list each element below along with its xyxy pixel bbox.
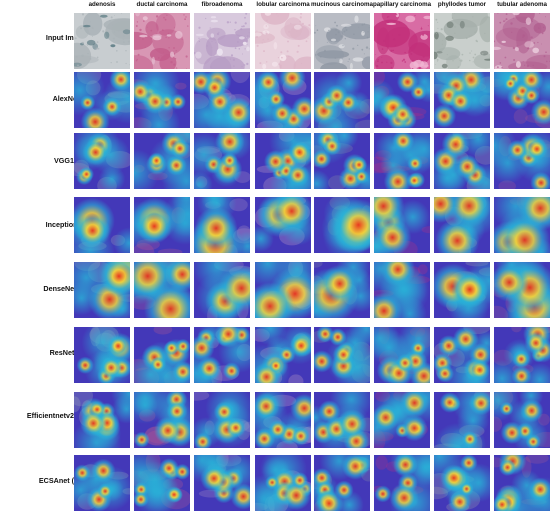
column-header-lobular-carcinoma: lobular carcinoma xyxy=(256,1,310,8)
histology-image-input-image-ductal-carcinoma xyxy=(134,13,190,69)
gradcam-heatmap-vgg16-lobular-carcinoma xyxy=(255,133,311,189)
gradcam-heatmap-alexnet-lobular-carcinoma xyxy=(255,72,311,128)
gradcam-heatmap-vgg16-mucinous-carcinoma xyxy=(314,133,370,189)
gradcam-heatmap-ecsanet-ours-fibroadenoma xyxy=(194,455,250,511)
gradcam-heatmap-densenet121-mucinous-carcinoma xyxy=(314,262,370,318)
gradcam-heatmap-inceptionv3-papillary-carcinoma xyxy=(374,197,430,253)
gradcam-heatmap-efficientnetv2-s-base-ductal-carcinoma xyxy=(134,392,190,448)
gradcam-heatmap-densenet121-tubular-adenoma xyxy=(494,262,550,318)
column-header-adenosis: adenosis xyxy=(88,1,116,8)
gradcam-heatmap-resnet50-adenosis xyxy=(74,327,130,383)
gradcam-heatmap-vgg16-tubular-adenoma xyxy=(494,133,550,189)
gradcam-heatmap-alexnet-tubular-adenoma xyxy=(494,72,550,128)
row-label-vgg16: VGG16 xyxy=(54,156,78,165)
column-header-mucinous-carcinoma: mucinous carcinoma xyxy=(311,1,373,8)
gradcam-heatmap-vgg16-fibroadenoma xyxy=(194,133,250,189)
gradcam-heatmap-resnet50-phyllodes-tumor xyxy=(434,327,490,383)
row-label-resnet50: ResNet50 xyxy=(49,348,83,357)
column-header-tubular-adenoma: tubular adenoma xyxy=(497,1,547,8)
gradcam-heatmap-efficientnetv2-s-base-lobular-carcinoma xyxy=(255,392,311,448)
gradcam-heatmap-vgg16-papillary-carcinoma xyxy=(374,133,430,189)
gradcam-heatmap-ecsanet-ours-papillary-carcinoma xyxy=(374,455,430,511)
histology-image-input-image-lobular-carcinoma xyxy=(255,13,311,69)
gradcam-heatmap-ecsanet-ours-lobular-carcinoma xyxy=(255,455,311,511)
gradcam-heatmap-efficientnetv2-s-base-fibroadenoma xyxy=(194,392,250,448)
row-label-input-image: Input Image xyxy=(45,33,87,42)
gradcam-heatmap-resnet50-papillary-carcinoma xyxy=(374,327,430,383)
histology-image-input-image-mucinous-carcinoma xyxy=(314,13,370,69)
gradcam-heatmap-vgg16-phyllodes-tumor xyxy=(434,133,490,189)
gradcam-heatmap-ecsanet-ours-phyllodes-tumor xyxy=(434,455,490,511)
gradcam-heatmap-densenet121-phyllodes-tumor xyxy=(434,262,490,318)
histology-image-input-image-papillary-carcinoma xyxy=(374,13,430,69)
row-label-alexnet: AlexNet xyxy=(52,94,80,103)
column-header-ductal-carcinoma: ductal carcinoma xyxy=(136,1,188,8)
gradcam-heatmap-vgg16-ductal-carcinoma xyxy=(134,133,190,189)
gradcam-heatmap-resnet50-fibroadenoma xyxy=(194,327,250,383)
gradcam-heatmap-inceptionv3-ductal-carcinoma xyxy=(134,197,190,253)
gradcam-heatmap-densenet121-adenosis xyxy=(74,262,130,318)
gradcam-heatmap-alexnet-ductal-carcinoma xyxy=(134,72,190,128)
column-header-fibroadenoma: fibroadenoma xyxy=(201,1,243,8)
histology-image-input-image-phyllodes-tumor xyxy=(434,13,490,69)
row-label-densenet121: DenseNet121 xyxy=(43,284,89,293)
gradcam-heatmap-alexnet-phyllodes-tumor xyxy=(434,72,490,128)
gradcam-heatmap-ecsanet-ours-adenosis xyxy=(74,455,130,511)
gradcam-heatmap-densenet121-fibroadenoma xyxy=(194,262,250,318)
gradcam-heatmap-ecsanet-ours-ductal-carcinoma xyxy=(134,455,190,511)
gradcam-heatmap-alexnet-fibroadenoma xyxy=(194,72,250,128)
gradcam-heatmap-inceptionv3-mucinous-carcinoma xyxy=(314,197,370,253)
gradcam-heatmap-efficientnetv2-s-base-adenosis xyxy=(74,392,130,448)
gradcam-heatmap-resnet50-ductal-carcinoma xyxy=(134,327,190,383)
row-label-inceptionv3: InceptionV3 xyxy=(45,220,87,229)
column-header-papillary-carcinoma: papillary carcinoma xyxy=(372,1,432,8)
gradcam-heatmap-ecsanet-ours-tubular-adenoma xyxy=(494,455,550,511)
gradcam-heatmap-ecsanet-ours-mucinous-carcinoma xyxy=(314,455,370,511)
gradcam-heatmap-efficientnetv2-s-base-phyllodes-tumor xyxy=(434,392,490,448)
gradcam-heatmap-densenet121-ductal-carcinoma xyxy=(134,262,190,318)
gradcam-heatmap-inceptionv3-phyllodes-tumor xyxy=(434,197,490,253)
gradcam-heatmap-resnet50-mucinous-carcinoma xyxy=(314,327,370,383)
gradcam-heatmap-inceptionv3-lobular-carcinoma xyxy=(255,197,311,253)
histology-image-input-image-fibroadenoma xyxy=(194,13,250,69)
gradcam-heatmap-efficientnetv2-s-base-papillary-carcinoma xyxy=(374,392,430,448)
row-label-efficientnetv2-s-base: Efficientnetv2-S (Base) xyxy=(26,411,106,420)
gradcam-heatmap-alexnet-mucinous-carcinoma xyxy=(314,72,370,128)
gradcam-heatmap-vgg16-adenosis xyxy=(74,133,130,189)
column-header-phyllodes-tumor: phyllodes tumor xyxy=(437,1,487,8)
histology-image-input-image-adenosis xyxy=(74,13,130,69)
gradcam-heatmap-alexnet-papillary-carcinoma xyxy=(374,72,430,128)
histology-image-input-image-tubular-adenoma xyxy=(494,13,550,69)
gradcam-heatmap-inceptionv3-fibroadenoma xyxy=(194,197,250,253)
gradcam-heatmap-efficientnetv2-s-base-mucinous-carcinoma xyxy=(314,392,370,448)
row-label-ecsanet-ours: ECSAnet (Ours) xyxy=(38,476,94,485)
gradcam-heatmap-densenet121-lobular-carcinoma xyxy=(255,262,311,318)
gradcam-heatmap-resnet50-tubular-adenoma xyxy=(494,327,550,383)
gradcam-heatmap-efficientnetv2-s-base-tubular-adenoma xyxy=(494,392,550,448)
gradcam-heatmap-densenet121-papillary-carcinoma xyxy=(374,262,430,318)
gradcam-heatmap-inceptionv3-tubular-adenoma xyxy=(494,197,550,253)
gradcam-heatmap-alexnet-adenosis xyxy=(74,72,130,128)
gradcam-heatmap-inceptionv3-adenosis xyxy=(74,197,130,253)
gradcam-heatmap-resnet50-lobular-carcinoma xyxy=(255,327,311,383)
